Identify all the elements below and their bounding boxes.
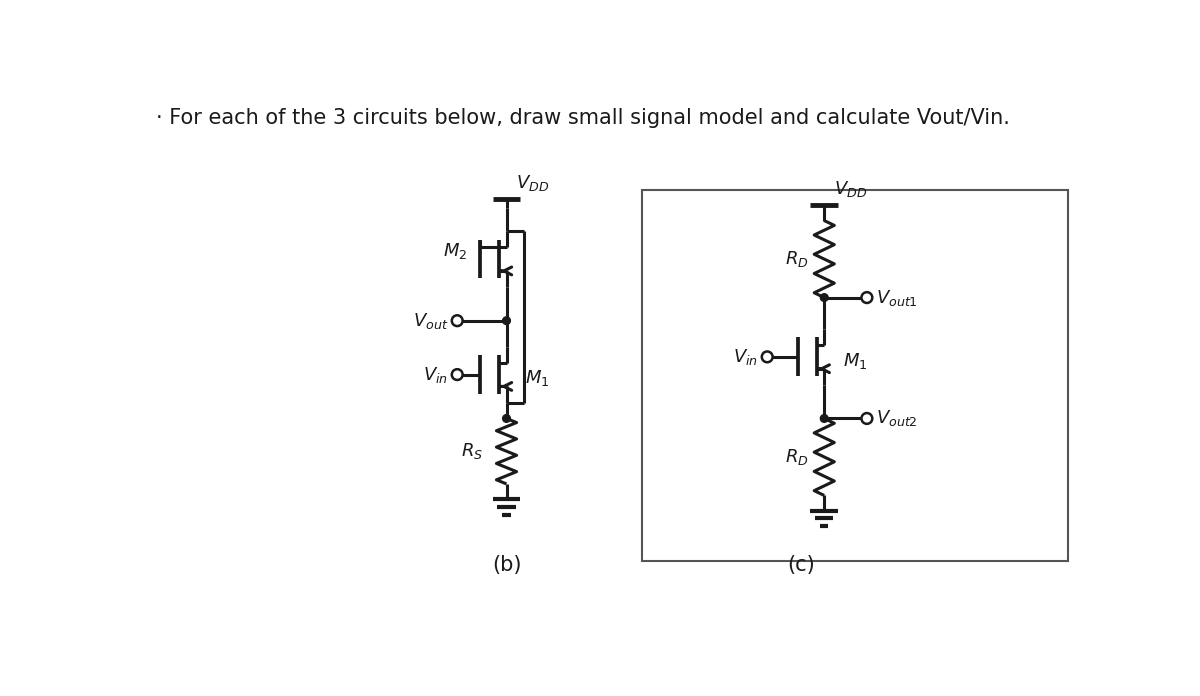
Circle shape (821, 415, 828, 422)
Circle shape (451, 369, 463, 380)
Text: $R_S$: $R_S$ (461, 441, 484, 461)
Text: $M_1$: $M_1$ (842, 351, 866, 371)
Circle shape (503, 415, 510, 422)
Text: $M_2$: $M_2$ (443, 242, 468, 262)
Text: $R_D$: $R_D$ (785, 447, 809, 467)
Text: $V_{DD}$: $V_{DD}$ (516, 173, 548, 193)
Text: · For each of the 3 circuits below, draw small signal model and calculate Vout/V: · For each of the 3 circuits below, draw… (156, 108, 1010, 128)
Text: $R_D$: $R_D$ (785, 249, 809, 269)
Text: $M_1$: $M_1$ (524, 368, 550, 388)
Bar (642, 190, 1068, 561)
Circle shape (862, 413, 872, 424)
Text: $V_{out2}$: $V_{out2}$ (876, 409, 918, 429)
Text: $V_{in}$: $V_{in}$ (422, 365, 448, 385)
Text: $V_{out}$: $V_{out}$ (413, 310, 448, 331)
Text: (b): (b) (492, 555, 521, 575)
Circle shape (762, 351, 773, 362)
Circle shape (503, 317, 510, 324)
Circle shape (862, 292, 872, 303)
Text: $V_{out1}$: $V_{out1}$ (876, 287, 918, 308)
Circle shape (821, 294, 828, 301)
Text: (c): (c) (787, 555, 815, 575)
Text: $V_{in}$: $V_{in}$ (733, 347, 758, 367)
Text: $V_{DD}$: $V_{DD}$ (834, 179, 866, 199)
Circle shape (451, 315, 463, 326)
